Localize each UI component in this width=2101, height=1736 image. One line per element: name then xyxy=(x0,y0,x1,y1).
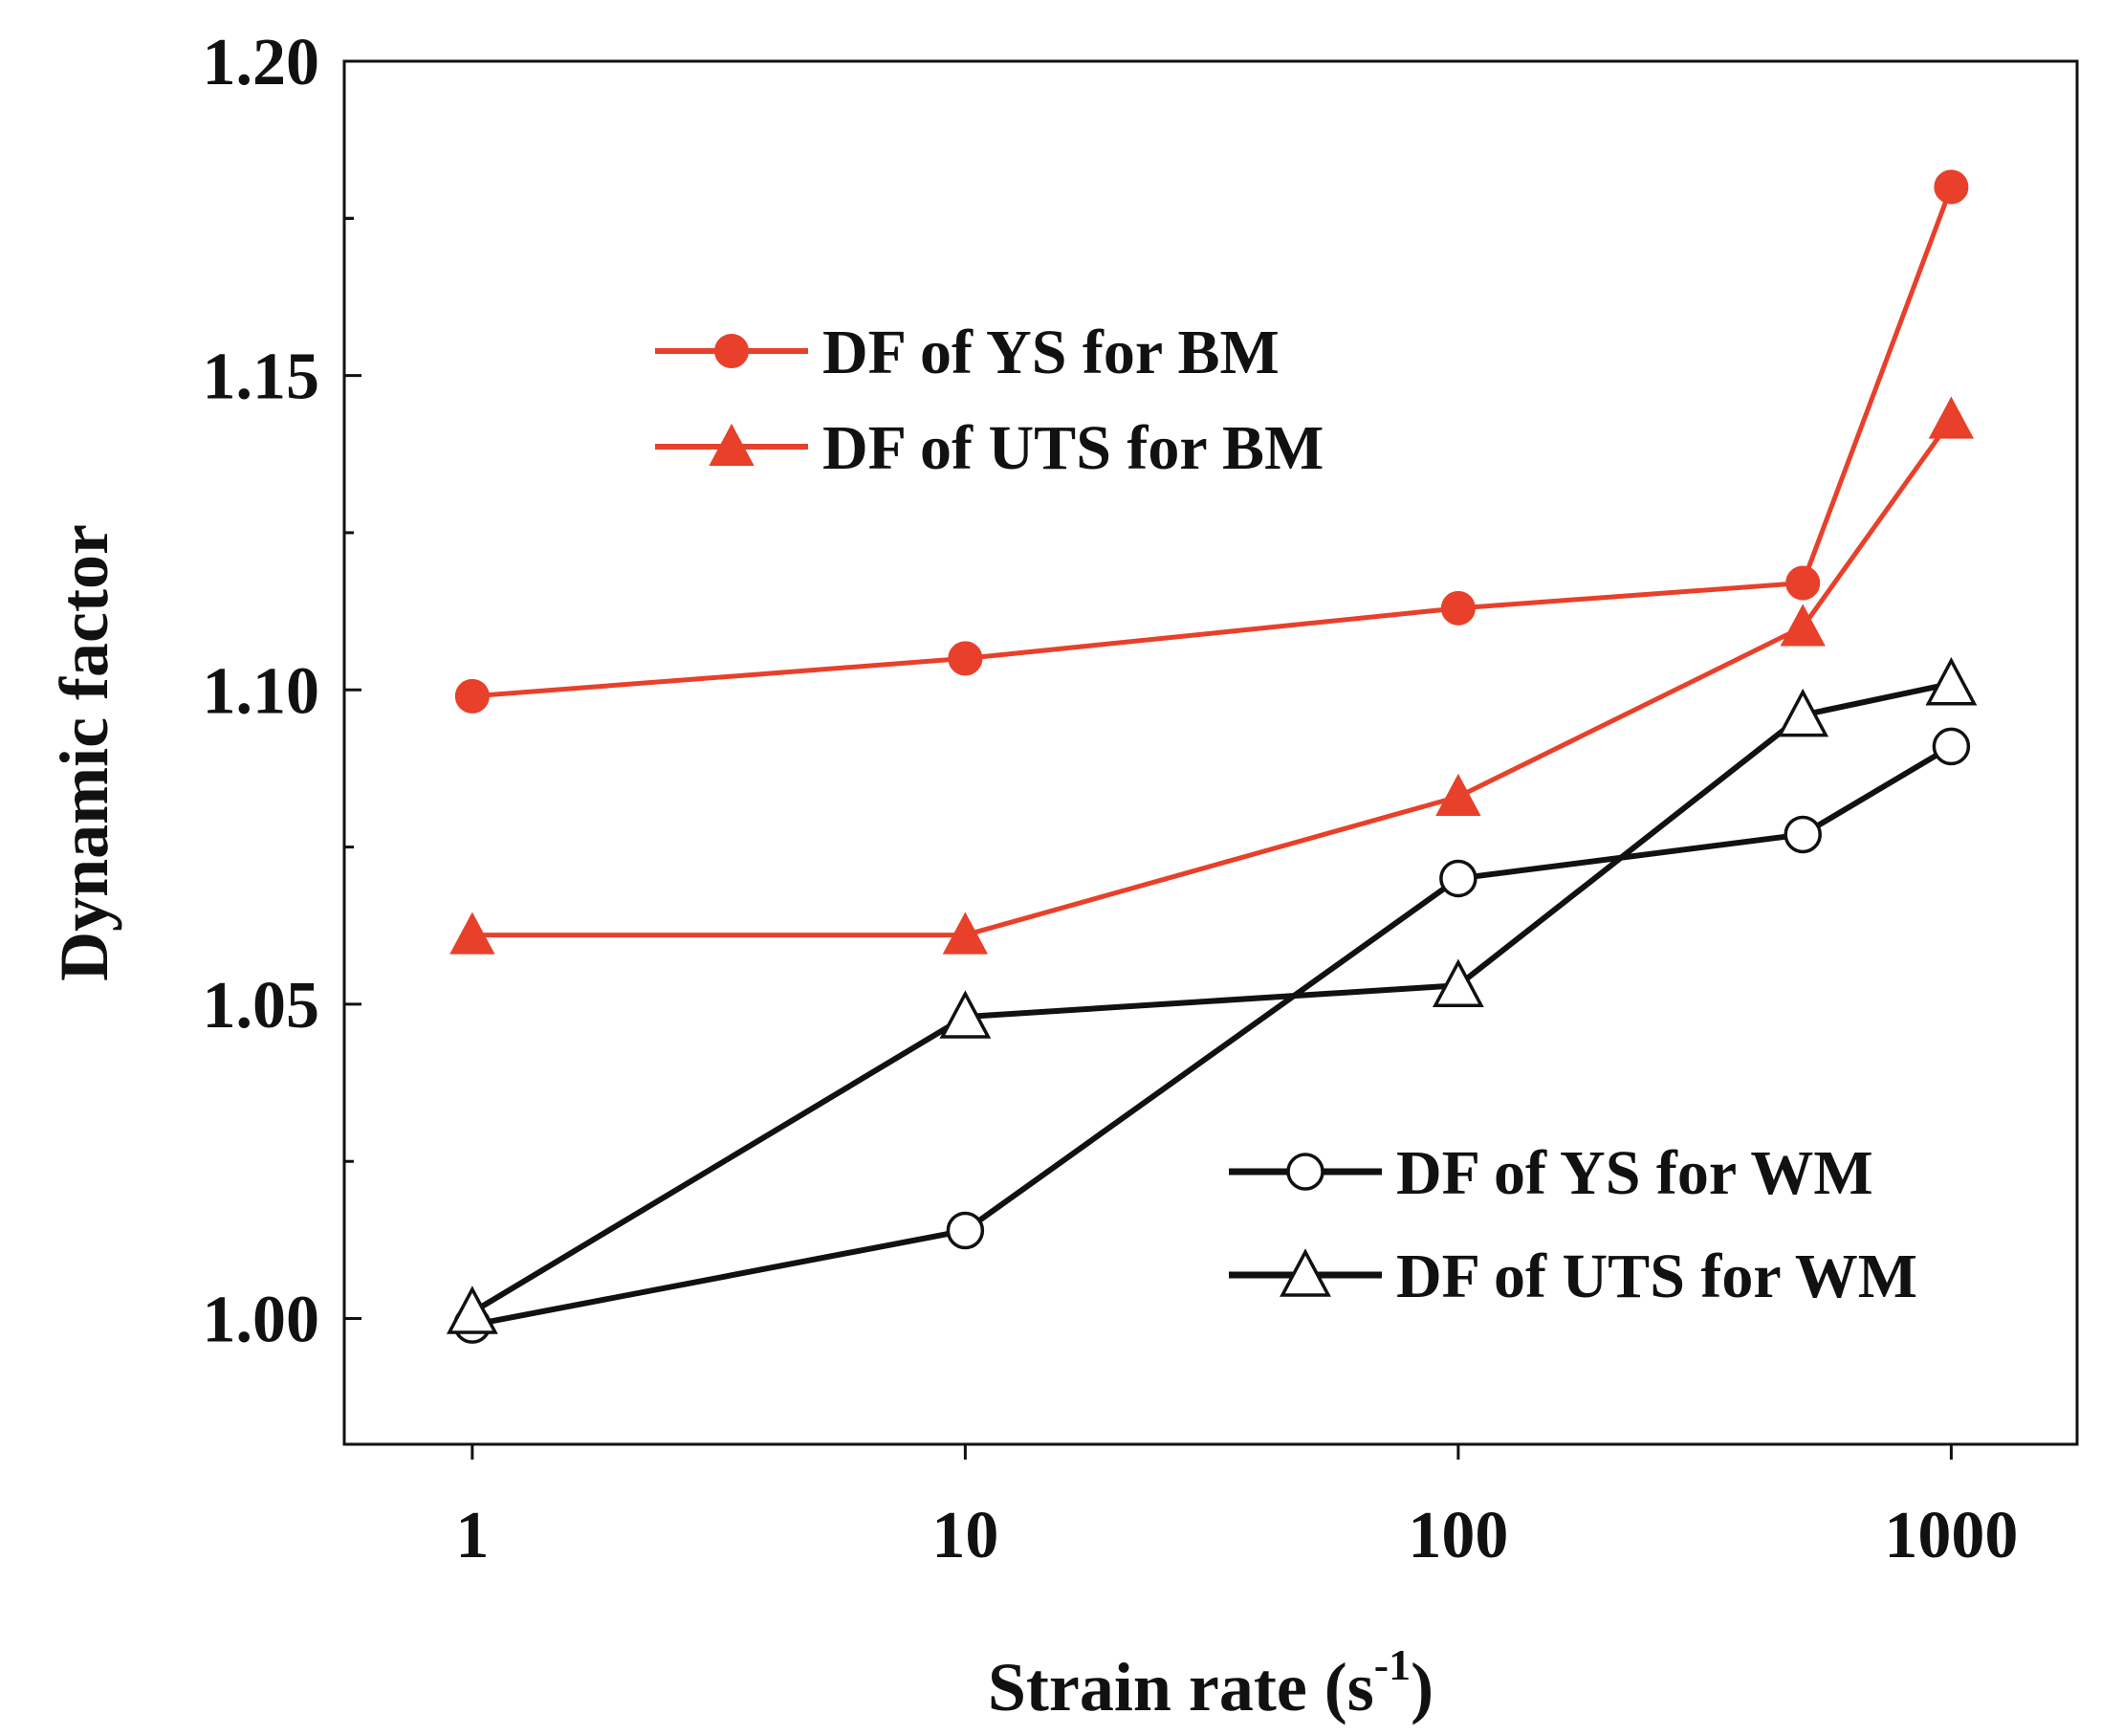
legend-label: DF of YS for WM xyxy=(1396,1138,1873,1208)
series-df-of-uts-for-wm xyxy=(446,656,1978,1334)
data-point xyxy=(1928,396,1975,439)
legend-upper-left: DF of YS for BM DF of UTS for BM xyxy=(655,318,1324,483)
legend-entry: DF of UTS for BM xyxy=(655,413,1324,483)
data-point xyxy=(1439,859,1477,898)
axis-ticks xyxy=(344,59,1953,1460)
series-line xyxy=(471,680,1953,1315)
legend-entry: DF of YS for BM xyxy=(655,318,1280,387)
data-point xyxy=(446,1286,498,1334)
x-tick-label: 1 xyxy=(455,1499,489,1572)
legend-label: DF of UTS for BM xyxy=(822,413,1324,483)
data-point xyxy=(1432,958,1484,1007)
series-df-of-uts-for-bm xyxy=(449,396,1975,955)
data-point xyxy=(1440,590,1476,626)
y-tick-label: 1.00 xyxy=(203,1284,320,1357)
legend-label: DF of YS for BM xyxy=(822,318,1280,387)
legend-entry: DF of UTS for WM xyxy=(1229,1242,1917,1311)
data-point xyxy=(1932,727,1971,766)
data-point xyxy=(449,912,495,955)
y-tick-label: 1.10 xyxy=(203,654,320,728)
x-tick-label: 1000 xyxy=(1884,1499,2018,1572)
y-axis-title: Dynamic factor xyxy=(46,524,122,981)
data-point xyxy=(1777,688,1829,737)
tick-labels: 1.00 1.05 1.10 1.15 1.20 1 10 100 1000 xyxy=(203,26,2019,1572)
x-axis-title-superscript: -1 xyxy=(1374,1640,1411,1689)
y-tick-label: 1.20 xyxy=(203,26,320,99)
series-df-of-ys-for-bm xyxy=(454,169,1969,714)
data-point xyxy=(946,1211,985,1250)
data-point xyxy=(939,990,992,1039)
data-point xyxy=(454,678,490,714)
x-tick-label: 100 xyxy=(1408,1499,1508,1572)
legend-entry: DF of YS for WM xyxy=(1229,1138,1873,1208)
legend-marker xyxy=(709,423,755,466)
legend-marker xyxy=(714,334,749,368)
y-tick-label: 1.05 xyxy=(203,969,320,1043)
legend-marker xyxy=(1286,1153,1324,1191)
x-axis-title: Strain rate (s-1) xyxy=(988,1640,1433,1725)
data-point xyxy=(1435,773,1481,817)
plot-frame xyxy=(342,59,2079,1446)
legend-label: DF of UTS for WM xyxy=(1396,1242,1917,1311)
y-tick-label: 1.15 xyxy=(203,341,320,414)
x-axis-title-close: ) xyxy=(1411,1649,1433,1725)
series-layer xyxy=(446,169,1978,1344)
data-point xyxy=(1785,565,1821,601)
data-point xyxy=(1780,604,1826,647)
data-point xyxy=(948,641,983,676)
series-line xyxy=(471,743,1953,1329)
legend-marker xyxy=(1280,1248,1331,1297)
x-axis-title-main: Strain rate (s xyxy=(988,1649,1374,1725)
x-tick-label: 10 xyxy=(931,1499,998,1572)
data-point xyxy=(1784,815,1822,854)
data-point xyxy=(942,912,989,955)
data-point xyxy=(1925,656,1978,706)
legend-lower-right: DF of YS for WM DF of UTS for WM xyxy=(1229,1138,1917,1311)
data-point xyxy=(1934,169,1969,205)
